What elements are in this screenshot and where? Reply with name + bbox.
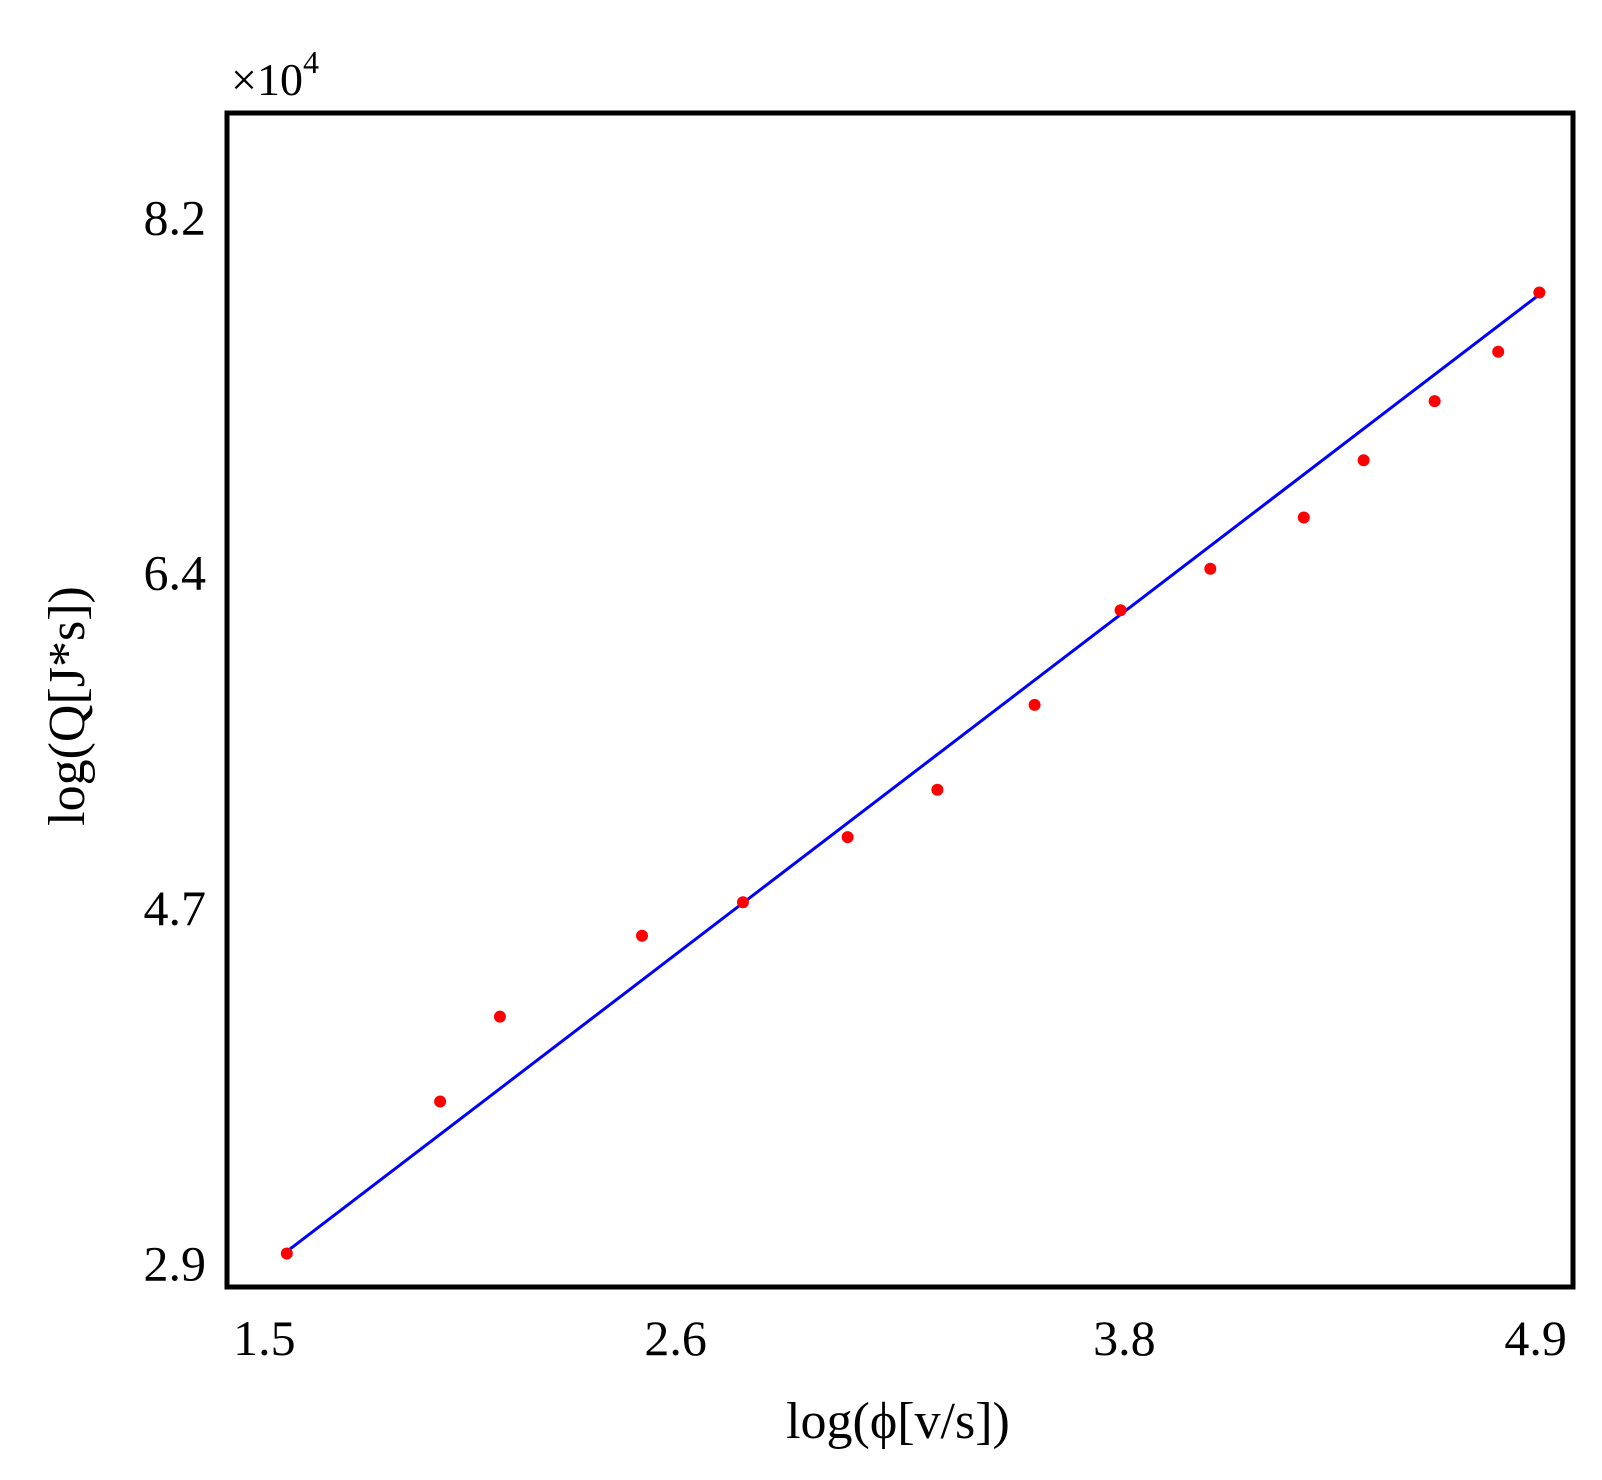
plot-frame	[224, 110, 1576, 1290]
x-tick-layer: 1.5 2.6 3.8 4.9	[233, 1310, 1567, 1366]
x-tick-label: 1.5	[233, 1310, 296, 1366]
data-point	[493, 1010, 506, 1023]
data-point	[636, 929, 649, 942]
y-tick-label: 4.7	[144, 880, 207, 936]
fit-line	[285, 293, 1541, 1253]
series-layer	[280, 286, 1546, 1260]
data-point	[1492, 345, 1505, 358]
data-point	[931, 783, 944, 796]
y-tick-label: 8.2	[144, 190, 207, 246]
y-tick-label: 2.9	[144, 1235, 207, 1291]
y-tick-label: 6.4	[144, 545, 207, 601]
data-point	[1357, 454, 1370, 467]
data-point	[841, 831, 854, 844]
x-axis-label: log(ϕ[v/s])	[786, 1393, 1010, 1450]
y-axis-label: log(Q[J*s])	[39, 586, 96, 826]
x-tick-label: 4.9	[1504, 1310, 1567, 1366]
data-point	[280, 1247, 293, 1260]
data-point	[434, 1095, 447, 1108]
x-tick-label: 2.6	[644, 1310, 707, 1366]
y-axis-multiplier: ×104	[231, 44, 319, 105]
data-point	[1533, 286, 1546, 299]
x-tick-label: 3.8	[1093, 1310, 1156, 1366]
data-point	[1297, 511, 1310, 524]
data-point	[1114, 604, 1127, 617]
data-point	[736, 896, 749, 909]
y-axis-multiplier-exponent: 4	[303, 44, 319, 80]
data-point	[1028, 698, 1041, 711]
y-tick-layer: 2.9 4.7 6.4 8.2	[144, 190, 207, 1292]
data-point	[1204, 562, 1217, 575]
data-point	[1428, 395, 1441, 408]
